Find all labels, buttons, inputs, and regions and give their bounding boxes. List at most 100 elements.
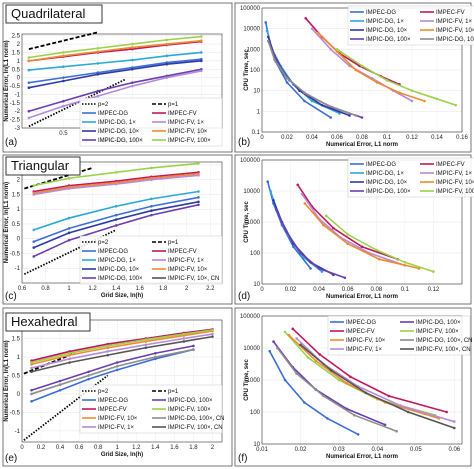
legend-entry: IMPEC-FV: [436, 162, 465, 168]
data-point: [317, 267, 321, 270]
data-point: [377, 257, 381, 261]
data-point: [32, 240, 36, 243]
y-tick-label: 1: [257, 109, 261, 115]
y-tick-label: 10: [253, 89, 260, 95]
legend-entry: IMPIC-FV, 1×: [168, 258, 204, 264]
y-tick-label: -2: [15, 109, 21, 115]
panel-a: -3-2.5-2-1.5-1-0.500.511.522.50.511.522.…: [2, 2, 233, 153]
legend-entry: IMPIC-DG, 100×: [416, 320, 461, 326]
x-tick-label: 0.6: [75, 445, 84, 451]
x-tick-label: 1.2: [132, 445, 141, 451]
legend-entry: IMPIC-DG, 10×: [366, 28, 408, 34]
legend-entry: IMPIC-DG, 100×: [168, 398, 213, 404]
legend-entry: IMPIC-FV, 10×: [98, 416, 138, 422]
data-point: [114, 224, 118, 227]
panel-label: (c): [5, 291, 17, 302]
data-point: [303, 91, 306, 95]
x-tick-label: 0.05: [410, 447, 422, 453]
data-point: [144, 338, 148, 341]
data-point: [268, 349, 271, 353]
data-point: [292, 245, 295, 249]
data-point: [27, 109, 31, 113]
data-point: [96, 72, 100, 76]
data-point: [96, 89, 100, 93]
data-point: [131, 81, 134, 84]
data-point: [272, 340, 275, 343]
y-tick-label: 100: [250, 68, 261, 74]
data-point: [150, 209, 153, 212]
series-line: [336, 48, 457, 106]
data-point: [32, 228, 36, 232]
legend: p=2 p=1 IMPEC-DG IMPEC-FV IMPIC-DG, 1× IMPIC-…: [79, 235, 223, 285]
data-point: [304, 17, 308, 20]
data-point: [154, 355, 157, 359]
x-axis-label: Numerical Error, L1 norm: [326, 454, 398, 460]
data-point: [62, 51, 65, 54]
data-point: [150, 178, 153, 182]
legend-entry: IMPEC-FV: [98, 407, 127, 413]
data-point: [150, 204, 153, 208]
data-point: [32, 255, 36, 258]
data-point: [348, 114, 351, 117]
data-point: [150, 213, 153, 217]
legend-entry: IMPEC-FV: [346, 329, 375, 335]
panel-border: [234, 2, 472, 153]
x-tick-label: 0.03: [333, 447, 345, 453]
data-point: [150, 166, 153, 170]
y-tick-label: 100000: [240, 314, 261, 320]
data-point: [303, 99, 306, 103]
data-point: [356, 433, 360, 436]
legend-entry: IMPIC-DG, 100×: [366, 189, 411, 195]
data-point: [360, 245, 364, 249]
legend-entry: IMPEC-FV: [168, 111, 197, 117]
panel-b: 0.1 1 10 100 1000 10000 100000 0 0.02 0.04 0.06 0.0…: [234, 2, 474, 153]
data-point: [67, 187, 71, 190]
data-point: [211, 328, 214, 332]
series-line: [31, 348, 194, 403]
legend-entry: IMPIC-DG, 10×: [366, 180, 408, 186]
series-line: [28, 70, 202, 119]
data-point: [67, 238, 71, 242]
data-point: [303, 202, 307, 205]
data-point: [453, 420, 456, 423]
y-tick-label: -0.5: [10, 251, 21, 257]
data-point: [114, 204, 118, 208]
data-point: [329, 48, 333, 51]
x-tick-label: 1.6: [170, 445, 179, 451]
data-point: [310, 27, 314, 30]
y-tick-label: -1.5: [10, 101, 21, 107]
x-tick-label: 1.4: [151, 445, 160, 451]
data-point: [299, 251, 302, 255]
chart-title: Triangular: [11, 158, 70, 173]
y-tick-label: 1.5: [12, 336, 21, 342]
x-tick-label: 0.08: [370, 287, 382, 293]
data-point: [68, 361, 71, 364]
legend-entry: IMPIC-DG, 100×: [98, 276, 143, 282]
y-axis-label: CPU Time, sec: [244, 359, 250, 401]
data-point: [68, 353, 71, 357]
y-tick-label: 0.5: [12, 67, 21, 73]
x-tick-label: 0.04: [372, 447, 384, 453]
data-point: [115, 361, 119, 364]
data-point: [62, 104, 65, 108]
data-point: [387, 394, 391, 398]
legend-entry: IMPIC-FV, 10×: [168, 267, 208, 273]
data-point: [30, 361, 33, 364]
data-point: [284, 230, 288, 233]
y-tick-label: 100000: [240, 158, 261, 164]
data-point: [296, 183, 300, 187]
y-tick-label: 0.5: [12, 373, 21, 379]
x-tick-label: 1.2: [88, 286, 97, 292]
legend-entry: IMPIC-DG, 100×: [98, 138, 143, 144]
y-tick-label: 10000: [243, 346, 260, 352]
panel-label: (a): [5, 137, 17, 148]
legend-entry: p=2: [98, 240, 109, 246]
data-point: [423, 99, 426, 103]
data-point: [131, 67, 134, 71]
legend-box: [347, 157, 474, 198]
x-tick-label: 0.12: [428, 287, 440, 293]
data-point: [200, 51, 203, 54]
data-point: [30, 359, 33, 362]
data-point: [454, 103, 458, 107]
series-line: [31, 328, 213, 362]
